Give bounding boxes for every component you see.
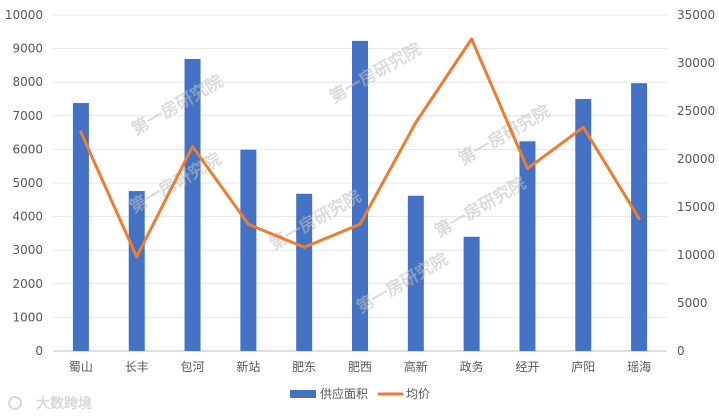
right-y-tick-label: 30000 [677,56,715,70]
line-point [581,125,585,129]
right-y-axis: 0 5000 10000 15000 20000 25000 30000 35000 [677,8,715,358]
x-tick-label: 长丰 [125,360,149,374]
line-series [79,37,641,259]
right-y-tick-label: 20000 [677,152,715,166]
line-point [525,167,529,171]
x-axis: 蜀山 长丰 包河 新站 肥东 肥西 高新 政务 经开 庐阳 瑶海 [69,359,651,374]
left-y-tick-label: 2000 [12,277,43,291]
line-point [302,245,306,249]
watermark-text: 第一房研究院 [266,186,365,255]
x-tick-label: 政务 [460,359,484,374]
bar [296,193,313,351]
line-point [191,145,195,149]
legend-swatch-bar [290,390,316,398]
x-tick-label: 经开 [515,360,539,374]
legend: 供应面积 均价 [290,386,430,401]
left-y-tick-label: 9000 [12,42,43,56]
left-y-tick-label: 10000 [5,8,43,22]
left-y-tick-label: 6000 [12,142,43,156]
bar [72,103,89,351]
bar [519,141,536,351]
left-y-axis: 0 1000 2000 3000 4000 5000 6000 7000 8000 9000 100… [5,8,43,358]
x-tick-label: 包河 [181,360,205,374]
bar-series [72,40,648,352]
line-point [637,217,641,221]
left-y-tick-label: 3000 [12,243,43,257]
bar [128,191,145,351]
bar [575,99,592,351]
bar [463,236,480,351]
x-tick-label: 高新 [404,359,428,374]
line-point [246,222,250,226]
left-y-tick-label: 7000 [12,109,43,123]
x-tick-label: 瑶海 [627,359,651,374]
bar [407,195,424,351]
x-tick-label: 新站 [236,359,260,374]
left-y-tick-label: 4000 [12,210,43,224]
logo-text: 大数跨境 [36,395,92,412]
right-y-tick-label: 0 [677,344,685,358]
x-tick-label: 庐阳 [571,359,595,374]
right-y-tick-label: 10000 [677,248,715,262]
logo-icon [8,396,22,410]
brand-logo: 大数跨境 [8,395,92,412]
line-point [358,222,362,226]
x-tick-label: 肥西 [348,360,372,374]
line-point [79,130,83,134]
line-point [470,37,474,41]
bar [184,59,201,352]
x-tick-label: 肥东 [292,360,316,374]
left-y-tick-label: 5000 [12,176,43,190]
bar [352,40,368,351]
line-point [414,121,418,125]
legend-label-line: 均价 [406,387,430,401]
left-y-tick-label: 8000 [12,75,43,89]
left-y-tick-label: 1000 [12,310,43,324]
right-y-tick-label: 15000 [677,200,715,214]
left-y-tick-label: 0 [35,344,43,358]
right-y-tick-label: 25000 [677,104,715,118]
legend-label-bar: 供应面积 [320,386,368,401]
line-point [135,255,139,259]
x-tick-label: 蜀山 [69,360,93,374]
right-y-tick-label: 5000 [677,296,708,310]
watermark-text: 第一房研究院 [128,71,227,140]
bar [240,149,257,351]
right-y-tick-label: 35000 [677,8,715,22]
